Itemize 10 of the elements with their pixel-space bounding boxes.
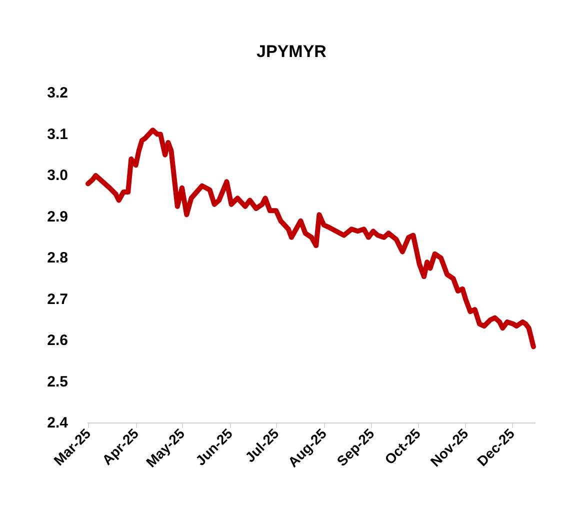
y-tick-label: 3.1 [47,126,68,143]
y-tick-label: 3.2 [47,84,68,102]
chart-title: JPYMYR [256,42,326,61]
y-tick-label: 3.0 [47,167,68,184]
y-tick-label: 2.4 [47,414,69,432]
y-tick-label: 2.5 [47,373,68,390]
y-tick-label: 2.7 [47,290,68,308]
y-tick-label: 2.6 [47,332,68,349]
y-tick-label: 2.9 [47,208,68,226]
y-tick-label: 2.8 [47,250,68,266]
